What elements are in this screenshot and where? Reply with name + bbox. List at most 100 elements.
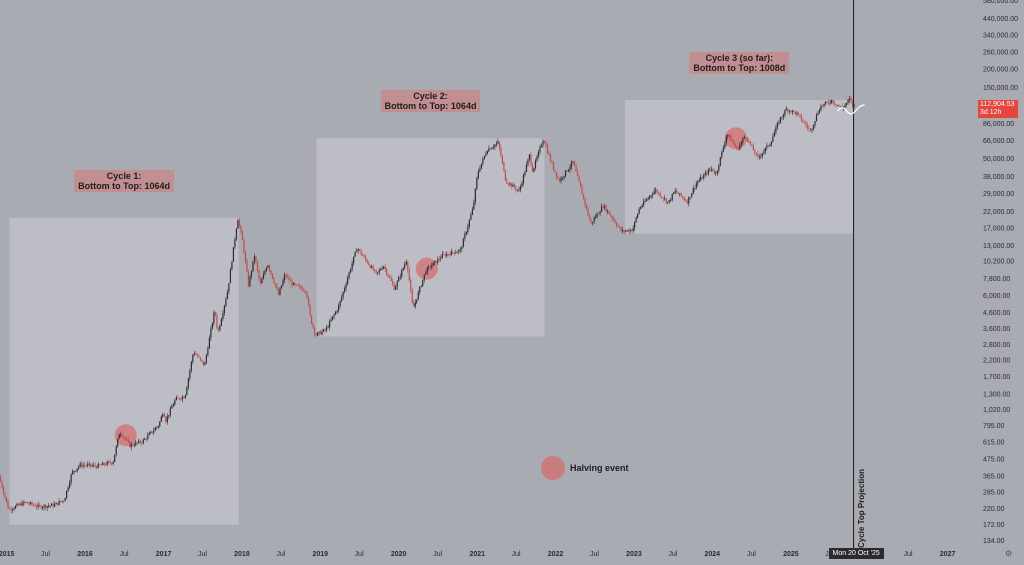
candle-body-227 bbox=[341, 296, 343, 302]
candle-body-119 bbox=[178, 398, 180, 400]
candle-body-147 bbox=[220, 319, 223, 326]
candle-body-325 bbox=[488, 148, 490, 152]
candle-body-482 bbox=[724, 143, 726, 148]
y-tick-label-26: 475.00 bbox=[983, 456, 1005, 463]
candle-body-42 bbox=[63, 500, 65, 502]
candle-body-255 bbox=[383, 266, 385, 269]
candle-body-231 bbox=[347, 278, 349, 285]
candle-body-151 bbox=[226, 291, 229, 300]
candle-body-474 bbox=[712, 168, 714, 172]
candle-body-91 bbox=[136, 442, 138, 444]
candle-body-457 bbox=[686, 200, 688, 204]
candle-body-142 bbox=[213, 312, 215, 324]
candle-body-312 bbox=[468, 219, 470, 227]
cycle-1-title: Cycle 1: bbox=[106, 170, 142, 181]
candle-body-13 bbox=[19, 503, 21, 506]
candle-body-418 bbox=[628, 230, 630, 232]
x-tick-label-18: 2024 bbox=[705, 551, 721, 558]
candle-body-207 bbox=[310, 315, 313, 324]
candle-body-20 bbox=[29, 502, 32, 505]
candle-body-150 bbox=[225, 299, 227, 306]
halving-legend-marker bbox=[541, 456, 565, 480]
candle-body-195 bbox=[292, 283, 295, 286]
candle-body-1 bbox=[1, 481, 3, 488]
x-tick-label-5: Jul bbox=[198, 551, 207, 558]
candle-body-135 bbox=[202, 361, 204, 366]
candle-body-15 bbox=[22, 501, 24, 506]
candle-body-156 bbox=[234, 239, 236, 248]
candle-body-374 bbox=[561, 177, 564, 179]
candle-body-430 bbox=[646, 199, 648, 202]
candle-body-109 bbox=[163, 414, 165, 417]
candle-body-49 bbox=[73, 471, 75, 472]
candle-body-476 bbox=[715, 173, 717, 175]
candle-body-3 bbox=[4, 493, 6, 498]
candle-body-183 bbox=[274, 283, 277, 287]
halving-marker-1 bbox=[114, 424, 137, 447]
y-tick-label-17: 4,600.00 bbox=[983, 310, 1010, 317]
candle-body-319 bbox=[479, 168, 481, 172]
candle-body-531 bbox=[797, 112, 800, 115]
candle-body-489 bbox=[734, 144, 736, 147]
candle-body-455 bbox=[683, 197, 685, 200]
candle-body-173 bbox=[259, 278, 262, 284]
candle-body-464 bbox=[697, 181, 699, 184]
x-tick-label-13: Jul bbox=[512, 551, 521, 558]
candle-body-537 bbox=[806, 125, 809, 128]
candle-body-364 bbox=[546, 145, 549, 154]
candle-body-293 bbox=[440, 258, 442, 260]
candle-body-289 bbox=[434, 260, 436, 263]
cycle-box-3 bbox=[625, 100, 854, 234]
candle-body-157 bbox=[235, 228, 238, 240]
candle-body-29 bbox=[43, 505, 45, 508]
candle-body-342 bbox=[513, 184, 516, 188]
candle-body-172 bbox=[258, 270, 260, 279]
cycle-box-1 bbox=[9, 217, 239, 525]
candle-body-299 bbox=[449, 254, 451, 256]
candle-body-180 bbox=[270, 270, 272, 274]
candle-body-448 bbox=[673, 192, 675, 195]
candle-body-485 bbox=[728, 135, 730, 136]
candle-body-288 bbox=[432, 262, 434, 266]
candle-body-363 bbox=[545, 143, 547, 146]
candle-body-330 bbox=[495, 143, 498, 145]
candle-body-256 bbox=[384, 266, 386, 270]
candle-body-126 bbox=[189, 370, 191, 379]
candle-body-469 bbox=[704, 172, 706, 175]
candle-body-82 bbox=[123, 436, 125, 438]
candle-body-486 bbox=[730, 135, 732, 141]
candle-body-262 bbox=[393, 284, 395, 290]
candle-body-193 bbox=[289, 280, 292, 281]
candle-body-48 bbox=[72, 471, 74, 475]
candle-body-133 bbox=[199, 357, 201, 360]
candle-body-420 bbox=[631, 229, 633, 232]
candle-body-518 bbox=[778, 122, 780, 124]
candle-body-148 bbox=[222, 312, 224, 320]
candle-body-36 bbox=[53, 504, 56, 507]
candle-body-59 bbox=[88, 463, 90, 465]
candle-body-287 bbox=[431, 265, 433, 268]
candle-body-403 bbox=[605, 205, 607, 212]
settings-icon[interactable]: ⚙ bbox=[1005, 549, 1013, 558]
candle-body-143 bbox=[214, 312, 216, 315]
candle-body-215 bbox=[322, 329, 325, 332]
candle-body-566 bbox=[850, 98, 852, 102]
candle-body-197 bbox=[295, 284, 298, 286]
candle-body-439 bbox=[659, 193, 661, 197]
candle-body-270 bbox=[405, 261, 407, 265]
candle-body-123 bbox=[184, 395, 186, 398]
candle-body-483 bbox=[725, 136, 727, 144]
candle-body-149 bbox=[223, 305, 226, 313]
candle-body-45 bbox=[67, 487, 69, 491]
candle-body-481 bbox=[722, 147, 724, 152]
candle-body-487 bbox=[731, 140, 733, 142]
candle-body-106 bbox=[159, 421, 161, 427]
candle-body-70 bbox=[105, 464, 107, 466]
cycle-2-title: Cycle 2: bbox=[413, 91, 448, 102]
candle-body-358 bbox=[537, 151, 540, 157]
candle-body-371 bbox=[557, 176, 559, 179]
candle-body-443 bbox=[665, 198, 667, 203]
candle-body-538 bbox=[808, 127, 810, 129]
candle-body-370 bbox=[555, 172, 558, 177]
candle-body-273 bbox=[410, 280, 412, 291]
